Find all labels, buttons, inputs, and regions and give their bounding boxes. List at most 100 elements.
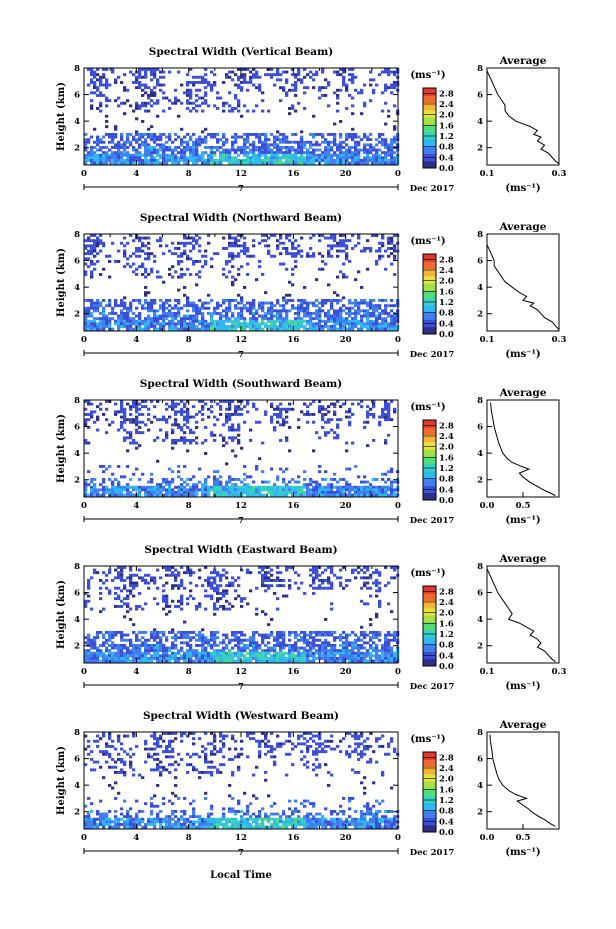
x-axis: 0 4 8 12 16 20 0	[81, 400, 401, 511]
y-tick-label: 2	[74, 476, 80, 486]
day-label: 7	[238, 184, 244, 194]
colorbar-swatch	[423, 95, 436, 104]
y-axis: 2 4 6 8	[74, 396, 398, 486]
colorbar-unit-label: (ms⁻¹)	[410, 734, 445, 745]
date-label: Dec 2017	[410, 350, 455, 360]
colorbar-swatch	[423, 463, 436, 472]
avg-x-tick-label: 0.5	[516, 833, 531, 843]
avg-y-tick-label: 8	[477, 396, 483, 406]
y-tick-label: 4	[74, 117, 80, 127]
colorbar-swatch	[423, 290, 436, 299]
colorbar-swatch	[423, 824, 436, 833]
colorbar-tick-label: 1.2	[439, 298, 454, 308]
avg-y-tick-label: 6	[477, 423, 483, 433]
panel-4: Spectral Width (Eastward Beam)0 4 8 12 16 20 0…	[56, 544, 566, 692]
colorbar-tick-label: 2.0	[439, 277, 454, 287]
avg-y-tick-label: 8	[477, 562, 483, 572]
colorbar-tick-label: 2.4	[439, 100, 454, 110]
y-tick-label: 4	[74, 615, 80, 625]
colorbar: (ms⁻¹) 0.00.40.81.21.62.02.42.8	[410, 734, 454, 838]
x-tick-label: 0	[395, 833, 401, 843]
y-tick-label: 8	[74, 230, 80, 240]
avg-y-tick-label: 6	[477, 589, 483, 599]
colorbar-swatch	[423, 88, 436, 96]
x-tick-label: 4	[133, 667, 139, 677]
y-axis: 2 4 6 8	[74, 728, 398, 818]
colorbar-swatch	[423, 434, 436, 443]
x-tick-label: 0	[81, 833, 87, 843]
avg-x-tick-label: 0.3	[552, 169, 567, 179]
colorbar-tick-label: 0.0	[439, 164, 454, 174]
avg-y-tick-label: 8	[477, 64, 483, 74]
colorbar-tick-label: 1.6	[439, 121, 454, 131]
y-axis-label: Height (km)	[56, 248, 67, 317]
avg-x-axis-label: (ms⁻¹)	[505, 183, 540, 194]
avg-y-tick-label: 4	[477, 615, 483, 625]
colorbar-swatch	[423, 456, 436, 465]
avg-x-tick-label: 0.1	[480, 335, 495, 345]
x-tick-label: 0	[395, 169, 401, 179]
colorbar-swatch	[423, 254, 436, 262]
avg-x-tick-label: 0.1	[480, 169, 495, 179]
date-label: Dec 2017	[410, 848, 455, 858]
colorbar-tick-label: 1.6	[439, 453, 454, 463]
colorbar-tick-label: 2.8	[439, 255, 454, 265]
colorbar-swatch	[423, 420, 436, 428]
colorbar-swatch	[423, 629, 436, 638]
colorbar-swatch	[423, 275, 436, 284]
y-tick-label: 6	[74, 755, 80, 765]
colorbar-tick-label: 2.4	[439, 432, 454, 442]
avg-profile-line	[486, 568, 556, 663]
x-tick-label: 20	[340, 833, 352, 843]
y-tick-label: 2	[74, 144, 80, 154]
colorbar-tick-label: 1.6	[439, 619, 454, 629]
colorbar-tick-label: 0.0	[439, 496, 454, 506]
chart-title: Spectral Width (Eastward Beam)	[144, 544, 337, 556]
colorbar-swatch	[423, 304, 436, 313]
panel-3: Spectral Width (Southward Beam) 0 4 8 12 16 20…	[56, 378, 560, 526]
x-tick-label: 0	[395, 667, 401, 677]
y-tick-label: 4	[74, 449, 80, 459]
average-title: Average	[499, 55, 547, 67]
colorbar-swatch	[423, 593, 436, 602]
colorbar-swatch	[423, 427, 436, 436]
avg-x-tick-label: 0.3	[552, 667, 567, 677]
colorbar-swatch	[423, 449, 436, 457]
x-tick-label: 0	[81, 335, 87, 345]
heatmap-cells	[84, 400, 400, 497]
x-tick-label: 0	[395, 501, 401, 511]
colorbar-tick-label: 2.4	[439, 266, 454, 276]
colorbar-swatch	[423, 492, 436, 501]
average-frame	[486, 565, 560, 664]
average-frame	[486, 731, 560, 830]
x-tick-label: 16	[287, 501, 299, 511]
avg-x-tick-label: 0.0	[480, 501, 495, 511]
x-tick-label: 8	[186, 667, 192, 677]
colorbar-tick-label: 0.4	[439, 817, 454, 827]
average-profile: Average 2 4 6 8 0.1 0.3 (ms⁻¹)	[477, 55, 566, 194]
colorbar-swatch	[423, 297, 436, 306]
colorbar-tick-label: 2.0	[439, 443, 454, 453]
colorbar-swatch	[423, 261, 436, 270]
colorbar-swatch	[423, 124, 436, 133]
y-tick-label: 8	[74, 562, 80, 572]
y-axis: 2 4 6 8	[74, 562, 398, 652]
x-axis: 0 4 8 12 16 20 0	[81, 732, 401, 843]
colorbar-tick-label: 2.8	[439, 89, 454, 99]
x-tick-label: 16	[287, 169, 299, 179]
colorbar-swatch	[423, 788, 436, 797]
colorbar-swatch	[423, 470, 436, 479]
colorbar-tick-label: 0.4	[439, 319, 454, 329]
avg-y-tick-label: 8	[477, 728, 483, 738]
heatmap-cells	[84, 234, 400, 331]
colorbar-tick-label: 0.4	[439, 651, 454, 661]
colorbar: (ms⁻¹) 0.00.40.81.21.62.02.42.8	[410, 402, 454, 506]
y-tick-label: 2	[74, 310, 80, 320]
colorbar-tick-label: 0.0	[439, 828, 454, 838]
chart-title: Spectral Width (Southward Beam)	[140, 378, 342, 390]
heatmap-cells	[84, 566, 400, 663]
x-axis: 0 4 8 12 16 20 0	[81, 68, 401, 179]
date-label: Dec 2017	[410, 184, 455, 194]
avg-x-tick-label: 0.1	[480, 667, 495, 677]
chart-title: Spectral Width (Northward Beam)	[140, 212, 342, 224]
